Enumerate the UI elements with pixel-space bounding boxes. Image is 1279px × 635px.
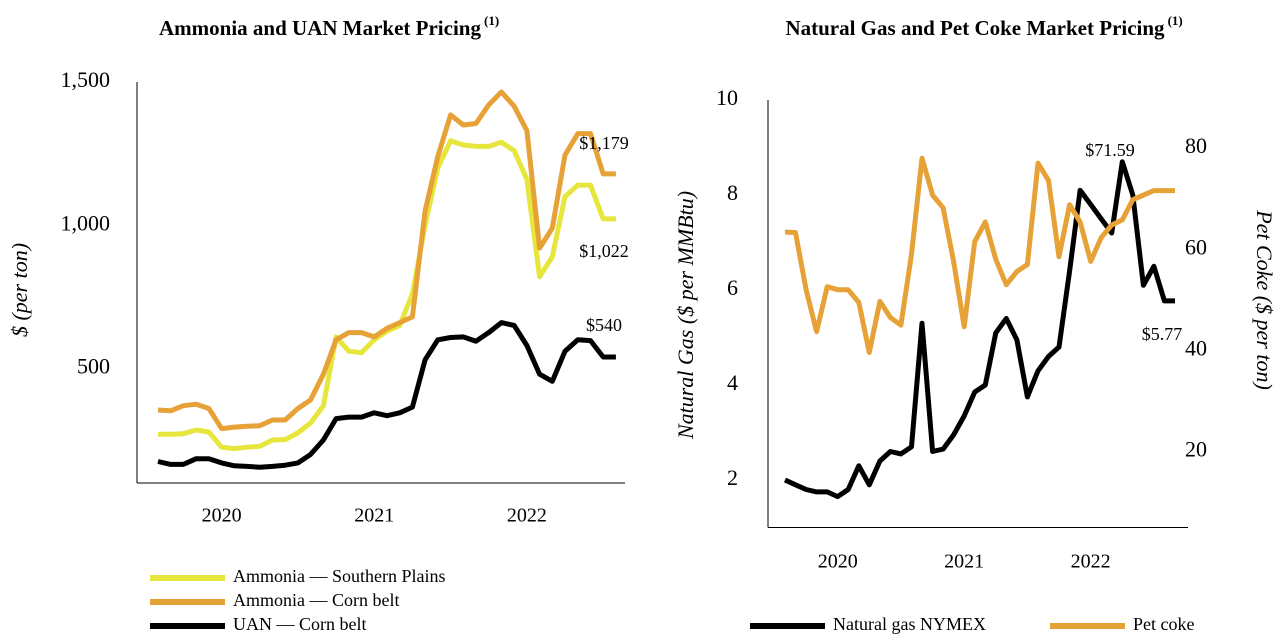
legend-label: Ammonia — Corn belt bbox=[233, 590, 399, 610]
y2-tick-label: 20 bbox=[1185, 437, 1207, 462]
y-tick-label: 4 bbox=[727, 370, 738, 395]
legend-label: Ammonia — Southern Plains bbox=[233, 566, 446, 586]
y2-tick-label: 40 bbox=[1185, 335, 1207, 360]
y-tick-label: 2 bbox=[727, 465, 738, 490]
legend-label: Pet coke bbox=[1133, 614, 1194, 634]
y-tick-label: 10 bbox=[716, 85, 738, 110]
value-label: $1,022 bbox=[579, 241, 629, 261]
value-label: $5.77 bbox=[1142, 324, 1183, 344]
series-line bbox=[158, 138, 616, 452]
legend-label: Natural gas NYMEX bbox=[833, 614, 986, 634]
y-tick-label: 1,000 bbox=[61, 210, 111, 235]
y-tick-label: 1,500 bbox=[61, 67, 111, 92]
title-note: (1) bbox=[484, 13, 499, 28]
series-line bbox=[784, 155, 1175, 355]
series-line bbox=[157, 320, 616, 470]
y-axis-label: $ (per ton) bbox=[7, 243, 32, 337]
series-line bbox=[783, 159, 1175, 500]
chart-title: Natural Gas and Pet Coke Market Pricing bbox=[785, 16, 1165, 40]
title-note: (1) bbox=[1168, 13, 1183, 28]
y-tick-label: 500 bbox=[77, 353, 110, 378]
y-tick-label: 6 bbox=[727, 275, 738, 300]
x-tick-label: 2021 bbox=[944, 551, 984, 573]
x-tick-label: 2020 bbox=[202, 505, 242, 527]
x-tick-label: 2021 bbox=[354, 505, 394, 527]
x-tick-label: 2022 bbox=[1071, 551, 1111, 573]
value-label: $540 bbox=[586, 315, 622, 335]
y2-tick-label: 80 bbox=[1185, 133, 1207, 158]
y2-axis-label: Pet Coke ($ per ton) bbox=[1252, 209, 1277, 390]
x-tick-label: 2022 bbox=[507, 505, 547, 527]
y-axis-label: Natural Gas ($ per MMBtu) bbox=[673, 191, 698, 440]
legend-label: UAN — Corn belt bbox=[233, 614, 367, 634]
value-label: $1,179 bbox=[579, 133, 629, 153]
value-label: $71.59 bbox=[1085, 140, 1135, 160]
y2-tick-label: 60 bbox=[1185, 234, 1207, 259]
chart-title: Ammonia and UAN Market Pricing bbox=[159, 16, 481, 40]
series-line bbox=[157, 89, 616, 432]
y-tick-label: 8 bbox=[727, 180, 738, 205]
x-tick-label: 2020 bbox=[818, 551, 858, 573]
